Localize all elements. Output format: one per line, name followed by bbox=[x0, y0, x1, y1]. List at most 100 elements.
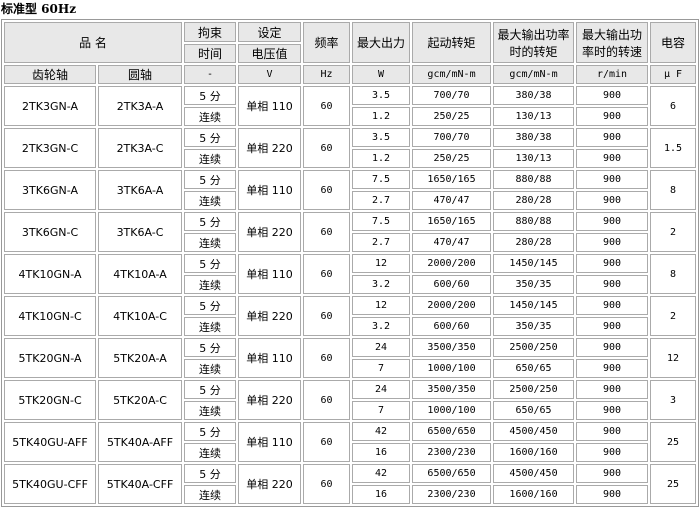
gear-shaft-model: 3TK6GN-C bbox=[4, 212, 96, 252]
max-power-speed: 900 bbox=[576, 443, 649, 462]
max-power-speed: 900 bbox=[576, 275, 649, 294]
lock-time: 5 分 bbox=[184, 296, 237, 315]
max-power-torque: 880/88 bbox=[493, 212, 575, 231]
max-output: 3.2 bbox=[352, 317, 411, 336]
voltage: 单相 220 bbox=[238, 128, 302, 168]
table-row: 连续 3.2 600/60 350/35 900 bbox=[4, 317, 696, 336]
gear-shaft-model: 2TK3GN-A bbox=[4, 86, 96, 126]
max-power-speed: 900 bbox=[576, 338, 649, 357]
header-product-name: 品 名 bbox=[4, 22, 183, 63]
round-shaft-model: 4TK10A-C bbox=[98, 296, 183, 336]
header-lock-time-2: 时间 bbox=[184, 44, 237, 63]
max-power-torque: 2500/250 bbox=[493, 338, 575, 357]
voltage: 单相 110 bbox=[238, 338, 302, 378]
round-shaft-model: 2TK3A-C bbox=[98, 128, 183, 168]
lock-time: 5 分 bbox=[184, 212, 237, 231]
round-shaft-model: 4TK10A-A bbox=[98, 254, 183, 294]
header-max-output: 最大出力 bbox=[352, 22, 411, 63]
max-power-torque: 350/35 bbox=[493, 317, 575, 336]
gear-shaft-model: 4TK10GN-A bbox=[4, 254, 96, 294]
max-power-speed: 900 bbox=[576, 296, 649, 315]
capacitor: 3 bbox=[650, 380, 696, 420]
starting-torque: 600/60 bbox=[412, 317, 492, 336]
lock-time: 5 分 bbox=[184, 338, 237, 357]
lock-time: 连续 bbox=[184, 401, 237, 420]
max-power-speed: 900 bbox=[576, 212, 649, 231]
unit-max-power-torque: gcm/mN-m bbox=[493, 65, 575, 84]
frequency: 60 bbox=[303, 338, 351, 378]
max-power-torque: 4500/450 bbox=[493, 422, 575, 441]
frequency: 60 bbox=[303, 254, 351, 294]
max-output: 1.2 bbox=[352, 149, 411, 168]
starting-torque: 6500/650 bbox=[412, 464, 492, 483]
max-power-torque: 280/28 bbox=[493, 233, 575, 252]
max-output: 7.5 bbox=[352, 170, 411, 189]
starting-torque: 3500/350 bbox=[412, 380, 492, 399]
max-power-speed: 900 bbox=[576, 191, 649, 210]
spec-table: 品 名 拘束 设定 频率 最大出力 起动转矩 最大输出功率时的转矩 最大输出功率… bbox=[1, 19, 699, 507]
max-power-speed: 900 bbox=[576, 380, 649, 399]
starting-torque: 2300/230 bbox=[412, 485, 492, 504]
gear-shaft-model: 5TK40GU-CFF bbox=[4, 464, 96, 504]
max-power-speed: 900 bbox=[576, 254, 649, 273]
unit-voltage: V bbox=[238, 65, 302, 84]
table-row: 连续 16 2300/230 1600/160 900 bbox=[4, 485, 696, 504]
capacitor: 8 bbox=[650, 170, 696, 210]
voltage: 单相 220 bbox=[238, 380, 302, 420]
voltage: 单相 110 bbox=[238, 254, 302, 294]
gear-shaft-model: 2TK3GN-C bbox=[4, 128, 96, 168]
max-power-torque: 1450/145 bbox=[493, 296, 575, 315]
max-output: 24 bbox=[352, 338, 411, 357]
table-row: 5TK40GU-CFF 5TK40A-CFF 5 分单相 220 60 42 6500/6… bbox=[4, 464, 696, 504]
table-row: 5TK40GU-AFF 5TK40A-AFF 5 分单相 110 60 42 6500/6… bbox=[4, 422, 696, 462]
max-output: 16 bbox=[352, 485, 411, 504]
capacitor: 25 bbox=[650, 422, 696, 462]
starting-torque: 250/25 bbox=[412, 149, 492, 168]
gear-shaft-model: 5TK20GN-A bbox=[4, 338, 96, 378]
max-power-speed: 900 bbox=[576, 233, 649, 252]
max-output: 2.7 bbox=[352, 233, 411, 252]
capacitor: 2 bbox=[650, 296, 696, 336]
voltage: 单相 110 bbox=[238, 170, 302, 210]
max-output: 42 bbox=[352, 464, 411, 483]
table-row: 4TK10GN-C 4TK10A-C 5 分单相 220 60 12 2000/200 14… bbox=[4, 296, 696, 336]
table-row: 4TK10GN-A 4TK10A-A 5 分单相 110 60 12 2000/200 14… bbox=[4, 254, 696, 294]
table-row: 连续 16 2300/230 1600/160 900 bbox=[4, 443, 696, 462]
starting-torque: 1000/100 bbox=[412, 359, 492, 378]
unit-output: W bbox=[352, 65, 411, 84]
lock-time: 5 分 bbox=[184, 86, 237, 105]
table-row: 2TK3GN-A 2TK3A-A 5 分单相 110 60 3.5 700/70 380/3… bbox=[4, 86, 696, 126]
lock-time: 连续 bbox=[184, 233, 237, 252]
lock-time: 5 分 bbox=[184, 380, 237, 399]
starting-torque: 2000/200 bbox=[412, 296, 492, 315]
max-output: 3.5 bbox=[352, 128, 411, 147]
max-power-speed: 900 bbox=[576, 149, 649, 168]
lock-time: 5 分 bbox=[184, 464, 237, 483]
table-row: 连续 2.7 470/47 280/28 900 bbox=[4, 191, 696, 210]
max-output: 42 bbox=[352, 422, 411, 441]
max-output: 2.7 bbox=[352, 191, 411, 210]
table-row: 5TK20GN-C 5TK20A-C 5 分单相 220 60 24 3500/350 25… bbox=[4, 380, 696, 420]
max-output: 12 bbox=[352, 296, 411, 315]
table-row: 3TK6GN-C 3TK6A-C 5 分单相 220 60 7.5 1650/165 880… bbox=[4, 212, 696, 252]
lock-time: 5 分 bbox=[184, 254, 237, 273]
header-capacitor: 电容 bbox=[650, 22, 696, 63]
unit-capacitor: μ F bbox=[650, 65, 696, 84]
starting-torque: 1650/165 bbox=[412, 170, 492, 189]
table-row: 连续 1.2 250/25 130/13 900 bbox=[4, 149, 696, 168]
table-row: 连续 2.7 470/47 280/28 900 bbox=[4, 233, 696, 252]
unit-speed: r/min bbox=[576, 65, 649, 84]
unit-round-shaft: 圆轴 bbox=[98, 65, 183, 84]
capacitor: 6 bbox=[650, 86, 696, 126]
starting-torque: 1650/165 bbox=[412, 212, 492, 231]
max-power-torque: 4500/450 bbox=[493, 464, 575, 483]
max-power-torque: 1600/160 bbox=[493, 485, 575, 504]
max-power-speed: 900 bbox=[576, 464, 649, 483]
max-power-torque: 2500/250 bbox=[493, 380, 575, 399]
max-power-speed: 900 bbox=[576, 128, 649, 147]
max-output: 16 bbox=[352, 443, 411, 462]
max-output: 7 bbox=[352, 359, 411, 378]
max-power-torque: 380/38 bbox=[493, 86, 575, 105]
lock-time: 5 分 bbox=[184, 128, 237, 147]
frequency: 60 bbox=[303, 128, 351, 168]
